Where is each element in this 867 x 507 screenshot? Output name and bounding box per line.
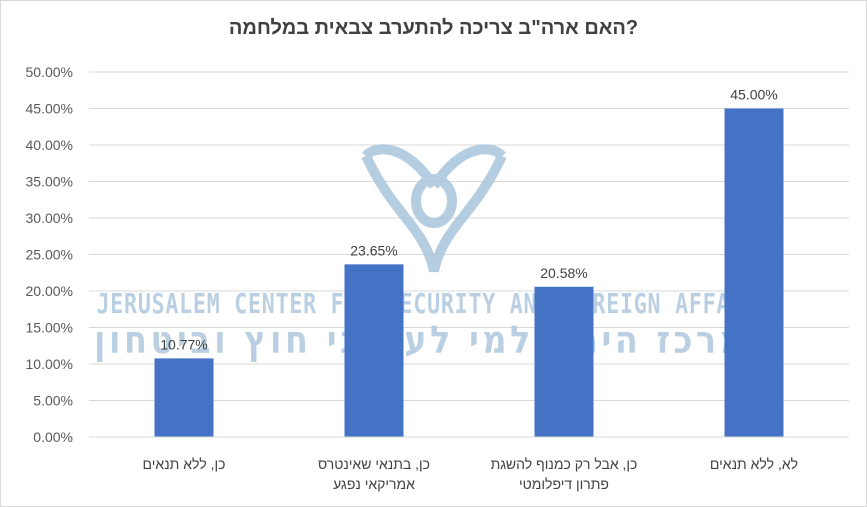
y-tick-label: 25.00% xyxy=(26,247,73,263)
y-tick-label: 15.00% xyxy=(26,320,73,336)
y-tick-label: 0.00% xyxy=(33,429,73,445)
data-label: 20.58% xyxy=(540,265,587,281)
watermark-english-text: JERUSALEM CENTER FOR SECURITY AND FOREIG… xyxy=(97,287,772,320)
chart-title: ?האם ארה"ב צריכה להתערב צבאית במלחמה xyxy=(228,17,639,39)
bar xyxy=(724,108,784,437)
category-label: כן, אבל רק כמנוף להשגת xyxy=(491,456,638,472)
y-tick-label: 5.00% xyxy=(33,393,73,409)
data-label: 45.00% xyxy=(730,87,777,103)
watermark-logo-icon xyxy=(361,144,507,273)
bar xyxy=(154,358,214,437)
bar xyxy=(534,286,594,437)
category-label: אמריקאי נפגע xyxy=(333,476,415,492)
category-label: כן, ללא תנאים xyxy=(143,456,226,472)
y-tick-label: 20.00% xyxy=(26,283,73,299)
y-tick-label: 40.00% xyxy=(26,137,73,153)
y-tick-label: 30.00% xyxy=(26,210,73,226)
y-tick-label: 50.00% xyxy=(26,64,73,80)
y-tick-label: 35.00% xyxy=(26,174,73,190)
y-tick-label: 45.00% xyxy=(26,101,73,117)
category-label: פתרון דיפלומטי xyxy=(519,476,609,492)
category-label: כן, בתנאי שאינטרס xyxy=(318,456,430,472)
bar xyxy=(344,264,404,437)
data-label: 23.65% xyxy=(350,242,397,258)
data-label: 10.77% xyxy=(160,336,207,352)
y-tick-label: 10.00% xyxy=(26,356,73,372)
watermark-hebrew-text: המרכז הירושלמי לענייני חוץ וביטחון xyxy=(94,318,774,362)
category-label: לא, ללא תנאים xyxy=(710,456,798,472)
